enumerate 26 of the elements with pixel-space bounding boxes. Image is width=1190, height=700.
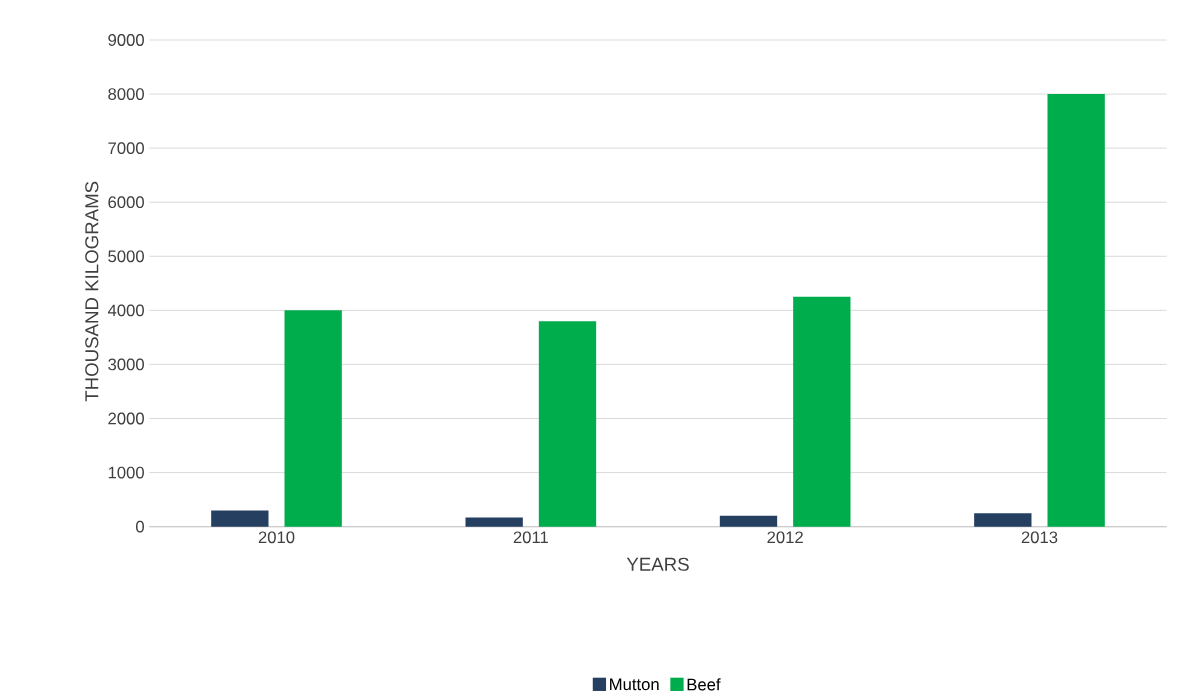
- x-tick-label: 2010: [258, 531, 295, 544]
- x-axis-title: YEARS: [626, 557, 689, 571]
- legend-label: Beef: [687, 678, 721, 691]
- y-tick-label: 5000: [108, 250, 144, 263]
- y-axis-title: THOUSAND KILOGRAMS: [85, 181, 99, 402]
- y-tick-label: 9000: [108, 34, 144, 46]
- bar: [719, 515, 778, 527]
- y-tick-label: 1000: [108, 466, 144, 479]
- bar: [284, 310, 342, 527]
- y-tick-label: 8000: [108, 88, 144, 100]
- y-tick-label: 4000: [107, 304, 144, 317]
- y-tick-label: 0: [136, 520, 144, 533]
- y-tick-label: 6000: [108, 196, 144, 209]
- bar: [538, 321, 597, 527]
- bar: [1047, 94, 1105, 527]
- bar: [974, 513, 1032, 527]
- x-tick-label: 2012: [767, 531, 803, 544]
- bar: [465, 517, 523, 527]
- legend-label: Mutton: [610, 678, 659, 691]
- bar: [211, 510, 269, 527]
- bar: [793, 296, 851, 527]
- y-tick-label: 3000: [108, 358, 144, 371]
- y-tick-label: 2000: [108, 412, 144, 425]
- x-tick-label: 2013: [1021, 531, 1058, 544]
- y-tick-label: 7000: [108, 142, 144, 155]
- x-tick-label: 2011: [513, 531, 548, 544]
